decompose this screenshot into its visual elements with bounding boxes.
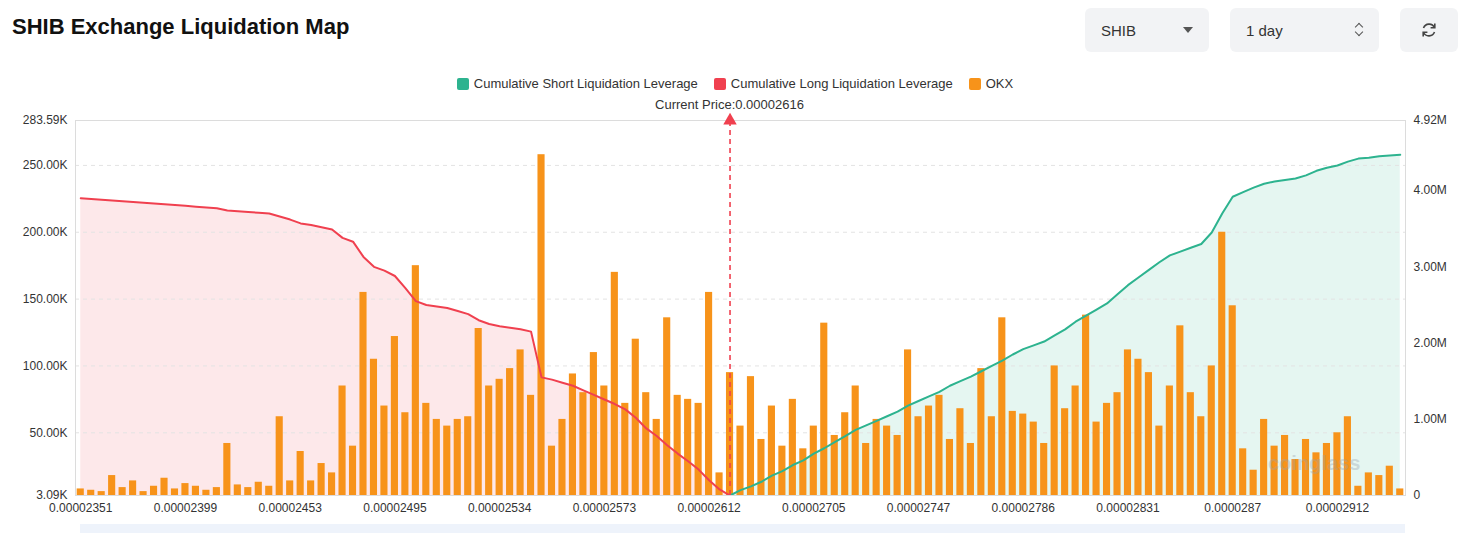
html-text:Current Price:0.00002616: Current Price:0.00002616 — [655, 97, 804, 112]
svg-text:283.59K: 283.59K — [23, 113, 68, 127]
html-text:SHIB Exchange Liquidation Map: SHIB Exchange Liquidation Map — [12, 14, 350, 39]
svg-text:0.00002453: 0.00002453 — [258, 501, 322, 515]
svg-text:3.09K: 3.09K — [36, 488, 68, 503]
svg-text:50.00K: 50.00K — [29, 426, 67, 440]
html-text:Cumulative Short Liquidation L: Cumulative Short Liquidation Leverage — [473, 76, 698, 91]
svg-text:0.00002786: 0.00002786 — [992, 501, 1056, 515]
svg-text:4.92M: 4.92M — [1414, 113, 1447, 127]
svg-text:200.00K: 200.00K — [23, 225, 68, 239]
svg-text:0.00002351: 0.00002351 — [49, 501, 113, 515]
svg-text:0.00002573: 0.00002573 — [573, 501, 637, 515]
svg-text:1.00M: 1.00M — [1414, 412, 1447, 426]
svg-text:0.00002747: 0.00002747 — [887, 501, 951, 515]
svg-text:0.00002534: 0.00002534 — [468, 501, 532, 515]
svg-text:0.00002705: 0.00002705 — [782, 501, 846, 515]
svg-text:0: 0 — [1414, 488, 1421, 502]
svg-text:0.0000287: 0.0000287 — [1204, 501, 1261, 515]
svg-text:3.00M: 3.00M — [1414, 260, 1447, 274]
svg-text:0.00002912: 0.00002912 — [1306, 501, 1370, 515]
html-text:SHIB: SHIB — [1101, 21, 1136, 39]
html-text:1 day: 1 day — [1246, 21, 1283, 39]
svg-text:0.00002495: 0.00002495 — [363, 501, 427, 515]
svg-text:0.00002612: 0.00002612 — [677, 501, 741, 515]
svg-text:0.00002399: 0.00002399 — [154, 501, 218, 515]
svg-text:2.00M: 2.00M — [1414, 336, 1447, 350]
html-text:coinglass: coinglass — [1268, 452, 1361, 474]
svg-text:4.00M: 4.00M — [1414, 183, 1447, 197]
svg-text:250.00K: 250.00K — [23, 158, 68, 172]
svg-text:100.00K: 100.00K — [23, 359, 68, 373]
svg-text:0.00002831: 0.00002831 — [1096, 501, 1160, 515]
svg-text:150.00K: 150.00K — [23, 292, 68, 306]
html-text:Cumulative Long Liquidation Le: Cumulative Long Liquidation Leverage — [730, 76, 953, 91]
html-text:OKX: OKX — [985, 76, 1014, 91]
